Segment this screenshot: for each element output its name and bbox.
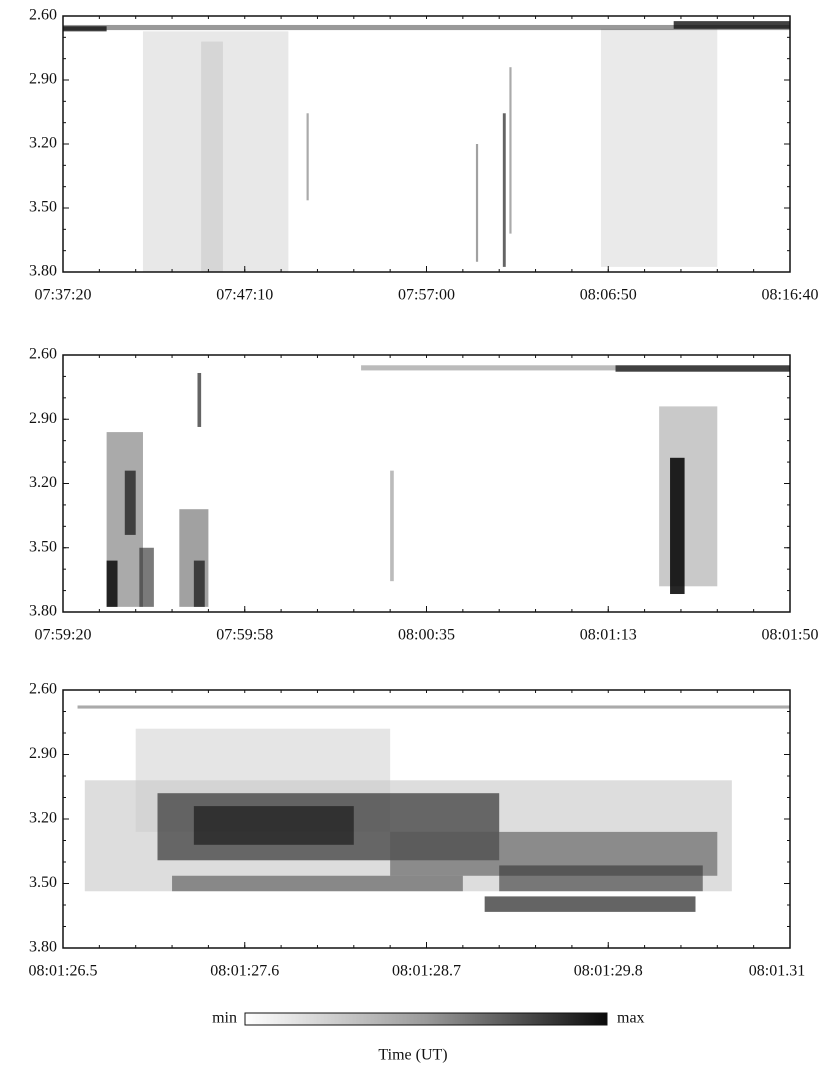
x-tick-label: 08:01:29.8 — [574, 963, 643, 980]
spectrogram-feature — [484, 896, 696, 912]
y-tick-label: 2.90 — [29, 745, 57, 762]
spectrogram-feature — [77, 705, 790, 709]
x-tick-label: 08:06:50 — [580, 287, 637, 304]
y-tick-label: 3.50 — [29, 874, 57, 891]
spectrogram-feature — [509, 67, 512, 234]
spectrogram-feature — [142, 31, 289, 272]
y-tick-label: 3.20 — [29, 135, 57, 152]
x-tick-label: 07:47:10 — [216, 287, 273, 304]
colorbar-min-label: min — [212, 1010, 237, 1027]
x-tick-label: 08:01:27.6 — [210, 963, 279, 980]
y-tick-label: 3.80 — [29, 603, 57, 620]
spectrogram-feature — [670, 457, 685, 595]
x-tick-label: 08:01:26.5 — [29, 963, 98, 980]
spectrogram-feature — [502, 113, 506, 267]
spectrogram-feature — [193, 806, 354, 845]
y-tick-label: 3.80 — [29, 263, 57, 280]
y-tick-label: 3.50 — [29, 538, 57, 555]
y-tick-label: 2.60 — [29, 346, 57, 363]
y-tick-label: 2.90 — [29, 410, 57, 427]
x-axis-label: Time (UT) — [378, 1047, 447, 1064]
spectrogram-feature — [361, 365, 616, 371]
colorbar-max-label: max — [617, 1010, 645, 1027]
x-tick-label: 07:57:00 — [398, 287, 455, 304]
spectrogram-feature — [106, 560, 118, 607]
x-tick-label: 08:01:28.7 — [392, 963, 461, 980]
spectrogram-feature — [124, 470, 136, 535]
y-tick-label: 2.60 — [29, 681, 57, 698]
x-tick-label: 07:37:20 — [35, 287, 92, 304]
x-tick-label: 08:01:50 — [762, 627, 819, 644]
spectrogram — [63, 21, 790, 272]
spectrogram — [77, 705, 790, 912]
spectrogram-feature — [615, 365, 790, 372]
spectrogram-feature — [390, 470, 394, 582]
x-tick-label: 07:59:20 — [35, 627, 92, 644]
y-tick-label: 3.50 — [29, 199, 57, 216]
colorbar — [244, 1012, 608, 1026]
y-tick-label: 3.20 — [29, 474, 57, 491]
spectrogram-feature — [139, 547, 154, 607]
x-tick-label: 08:16:40 — [762, 287, 819, 304]
spectrogram-feature — [659, 406, 718, 587]
x-tick-label: 08:00:35 — [398, 627, 455, 644]
spectrogram-feature — [63, 26, 107, 32]
spectrogram-feature — [201, 41, 223, 272]
spectrogram-feature — [673, 21, 790, 29]
spectrogram-feature — [499, 865, 703, 892]
y-tick-label: 2.90 — [29, 71, 57, 88]
spectrogram-feature — [193, 560, 205, 607]
y-tick-label: 3.20 — [29, 810, 57, 827]
spectrogram — [106, 365, 790, 607]
spectrogram-feature — [600, 28, 718, 267]
spectrogram-feature — [172, 875, 463, 892]
y-tick-label: 2.60 — [29, 7, 57, 24]
spectrogram-feature — [197, 372, 202, 427]
spectrogram-feature — [306, 113, 309, 201]
y-tick-label: 3.80 — [29, 939, 57, 956]
spectrogram-feature — [475, 144, 479, 262]
x-tick-label: 08:01:13 — [580, 627, 637, 644]
x-tick-label: 08:01.31 — [749, 963, 805, 980]
spectrogram-feature — [63, 24, 790, 31]
x-tick-label: 07:59:58 — [216, 627, 273, 644]
